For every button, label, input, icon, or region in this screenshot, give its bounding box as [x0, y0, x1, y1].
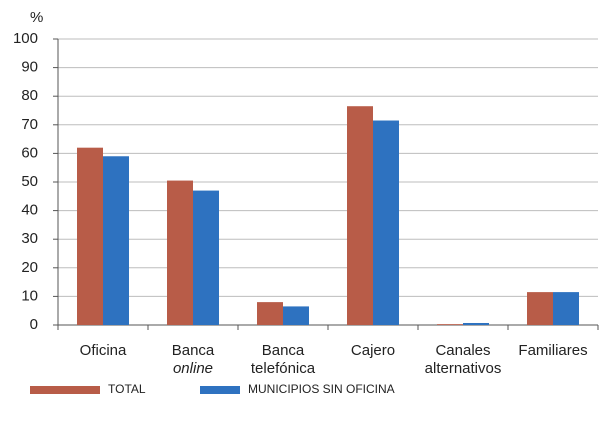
y-tick-label: 20	[21, 259, 38, 276]
y-tick-label: 100	[13, 30, 38, 47]
bar	[437, 324, 463, 325]
bar	[283, 306, 309, 325]
y-tick-label: 70	[21, 116, 38, 133]
x-tick-label: Banca	[262, 342, 305, 359]
bar	[167, 180, 193, 325]
bar	[527, 292, 553, 325]
bar	[347, 106, 373, 326]
y-tick-label: 40	[21, 202, 38, 219]
bar	[257, 302, 283, 325]
y-tick-label: 60	[21, 144, 38, 161]
legend-swatch	[30, 386, 100, 394]
legend-swatch	[200, 386, 240, 394]
x-tick-label: online	[173, 360, 213, 377]
bar	[103, 156, 129, 325]
unit-label: %	[30, 9, 43, 26]
y-tick-label: 0	[30, 316, 38, 333]
bar	[193, 190, 219, 325]
x-tick-label: Oficina	[80, 342, 127, 359]
x-tick-label: Cajero	[351, 342, 395, 359]
bar	[373, 120, 399, 325]
x-tick-label: Banca	[172, 342, 215, 359]
legend-label: MUNICIPIOS SIN OFICINA	[248, 382, 395, 396]
x-tick-label: alternativos	[425, 360, 502, 377]
bar	[553, 292, 579, 325]
y-tick-label: 80	[21, 87, 38, 104]
legend-label: TOTAL	[108, 382, 146, 396]
y-tick-label: 10	[21, 287, 38, 304]
bar	[77, 147, 103, 325]
y-tick-label: 30	[21, 230, 38, 247]
bar	[463, 322, 489, 325]
x-tick-label: Familiares	[518, 342, 587, 359]
y-tick-label: 90	[21, 59, 38, 76]
x-tick-label: Canales	[435, 342, 490, 359]
y-tick-label: 50	[21, 173, 38, 190]
x-tick-label: telefónica	[251, 360, 316, 377]
